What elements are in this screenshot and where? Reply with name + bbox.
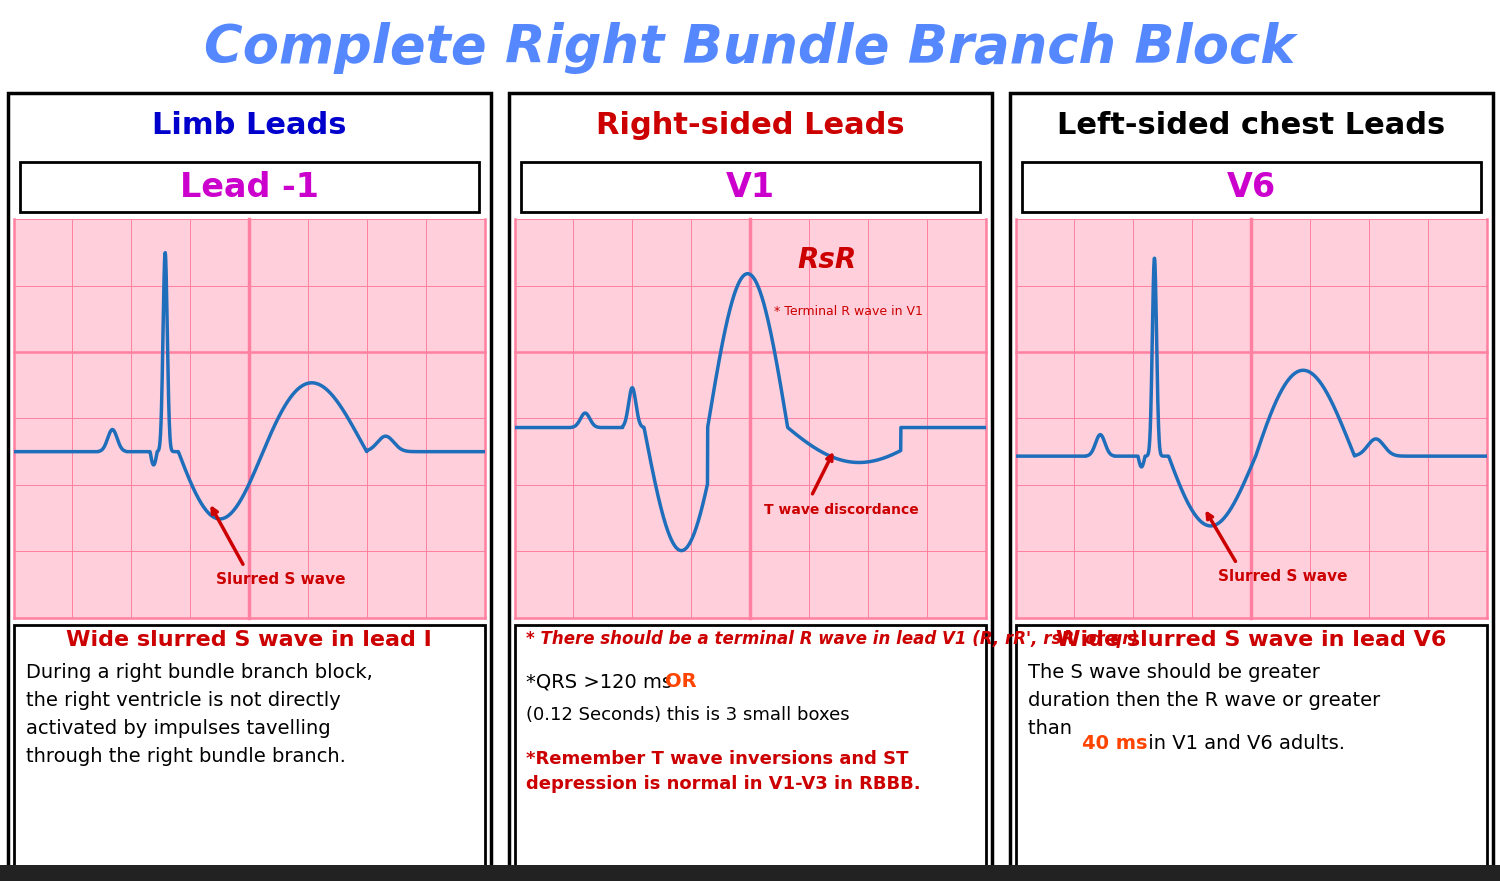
Text: Limb Leads: Limb Leads <box>152 111 346 140</box>
Text: RsR: RsR <box>796 247 856 274</box>
Text: Wide slurred S wave in lead I: Wide slurred S wave in lead I <box>66 630 432 650</box>
Text: During a right bundle branch block,
the right ventricle is not directly
activate: During a right bundle branch block, the … <box>26 663 372 766</box>
Text: 40 ms: 40 ms <box>1082 734 1148 753</box>
Text: *QRS >120 ms: *QRS >120 ms <box>526 672 686 692</box>
Text: (0.12 Seconds) this is 3 small boxes: (0.12 Seconds) this is 3 small boxes <box>526 706 850 723</box>
Text: Right-sided Leads: Right-sided Leads <box>596 111 904 140</box>
Text: Left-sided chest Leads: Left-sided chest Leads <box>1058 111 1444 140</box>
Text: OR: OR <box>664 672 696 692</box>
Text: T wave discordance: T wave discordance <box>764 503 920 517</box>
Text: * There should be a terminal R wave in lead V1 (R, rR', rsR' or qr): * There should be a terminal R wave in l… <box>526 630 1138 648</box>
Text: V1: V1 <box>726 171 774 204</box>
Text: Wide slurred S wave in lead V6: Wide slurred S wave in lead V6 <box>1056 630 1446 650</box>
Text: Lead -1: Lead -1 <box>180 171 318 204</box>
Text: * Terminal R wave in V1: * Terminal R wave in V1 <box>774 306 922 318</box>
Text: Slurred S wave: Slurred S wave <box>1218 569 1347 584</box>
Text: Complete Right Bundle Branch Block: Complete Right Bundle Branch Block <box>204 22 1296 74</box>
Text: Slurred S wave: Slurred S wave <box>216 573 345 588</box>
Text: *Remember T wave inversions and ST
depression is normal in V1-V3 in RBBB.: *Remember T wave inversions and ST depre… <box>526 750 921 793</box>
Text: V6: V6 <box>1227 171 1275 204</box>
Text: in V1 and V6 adults.: in V1 and V6 adults. <box>1142 734 1344 753</box>
Text: The S wave should be greater
duration then the R wave or greater
than: The S wave should be greater duration th… <box>1028 663 1380 738</box>
